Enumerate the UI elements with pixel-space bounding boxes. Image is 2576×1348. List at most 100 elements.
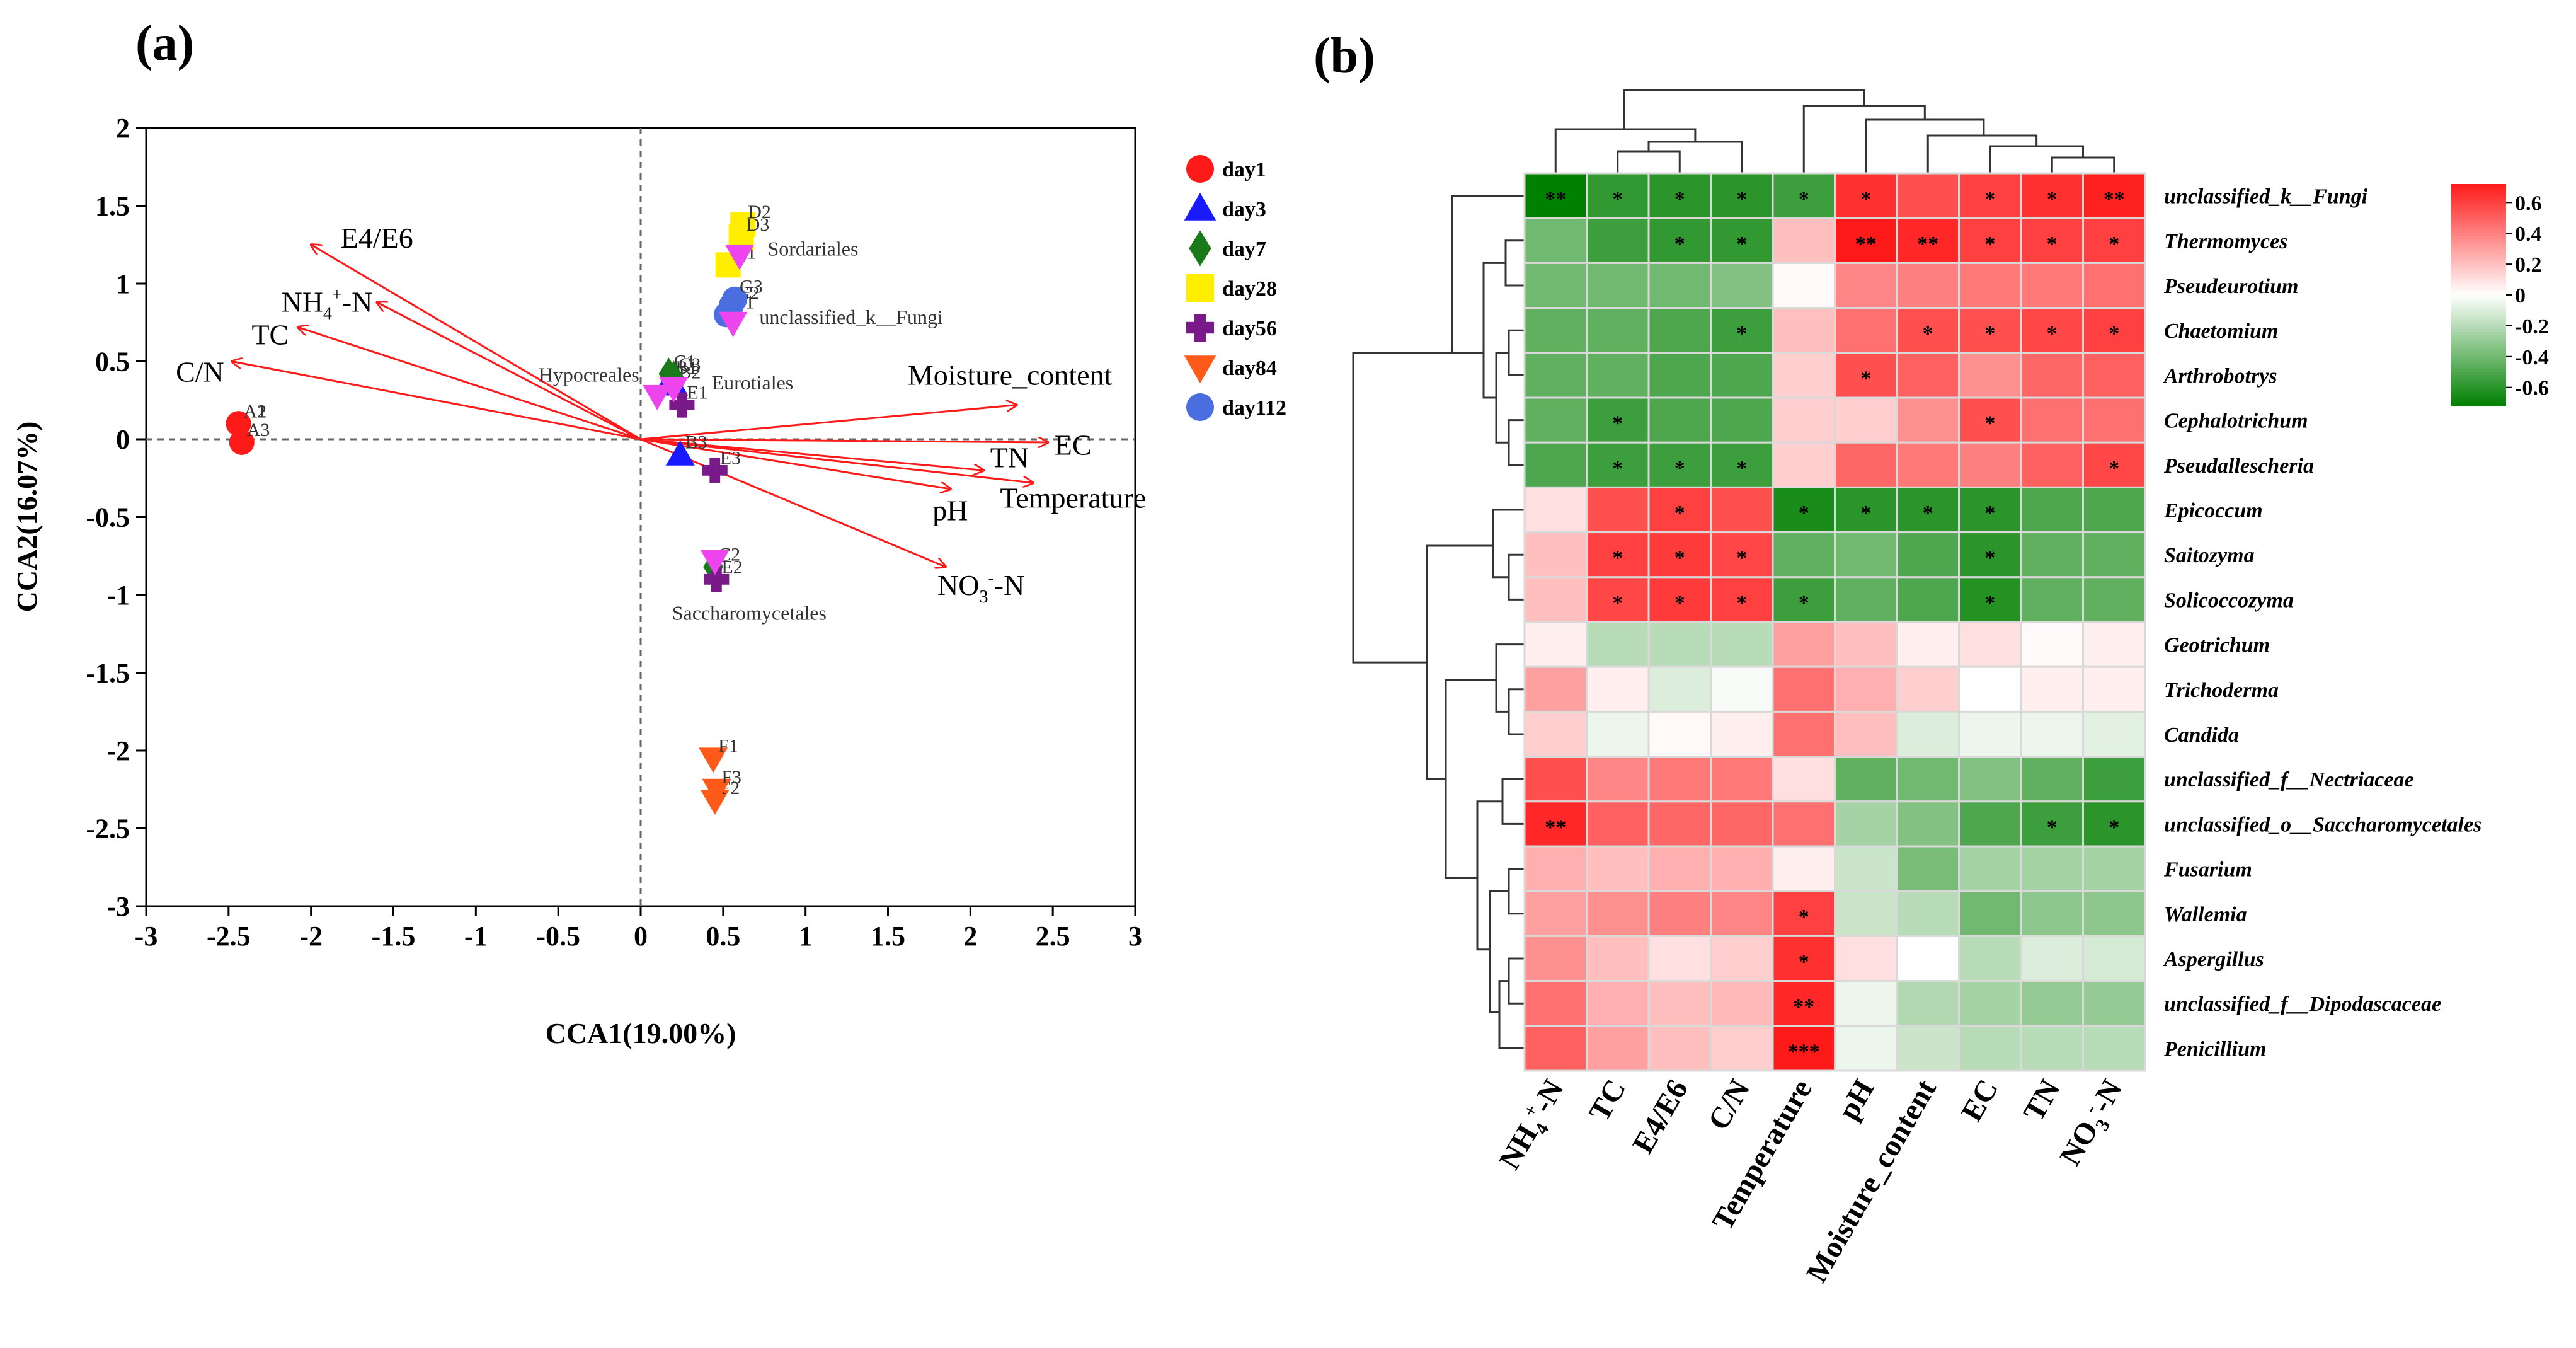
significance-star: * (1674, 591, 1685, 614)
heatmap-cell (1586, 621, 1650, 668)
heatmap-cell (1896, 1025, 1960, 1072)
colorbar-step (2451, 341, 2506, 345)
heatmap-cell (1710, 980, 1774, 1027)
heatmap-cell (2082, 665, 2146, 713)
colorbar-step (2451, 276, 2506, 280)
heatmap-cell (1896, 980, 1960, 1027)
legend-marker (1186, 274, 1214, 302)
heatmap-cell (1586, 217, 1650, 264)
point-label: E3 (720, 447, 741, 468)
heatmap-cell (1896, 262, 1960, 309)
sample-point (700, 550, 730, 575)
heatmap-cell (1523, 217, 1588, 264)
heatmap-cell (2020, 172, 2084, 219)
colorbar-step (2451, 248, 2506, 253)
heatmap-cell (1586, 935, 1650, 982)
dendro-link (1451, 195, 1525, 353)
heatmap-cell (2020, 845, 2084, 892)
sample-point (659, 377, 689, 403)
colorbar-step (2451, 279, 2506, 284)
colorbar-step (2451, 362, 2506, 367)
y-axis-label: CCA2(16.07%) (11, 422, 43, 613)
cca-biplot: (a) -3 -2.5 -2 -1.5 -1 -0.5 0 0.5 1 1.5 2 2.5 3 2 1.5… (11, 16, 1286, 1049)
arrow-label: NO3--N (937, 568, 1024, 607)
dendro-link (2051, 156, 2115, 173)
colorbar-step (2451, 258, 2506, 262)
colorbar-tick-label: -0.6 (2515, 377, 2549, 400)
heatmap-cell (1834, 710, 1898, 758)
heatmap-cell (1958, 935, 2022, 982)
colorbar-step (2451, 193, 2506, 197)
row-label: unclassified_k__Fungi (2164, 185, 2368, 209)
legend-label: day84 (1222, 357, 1277, 380)
heatmap-cell (1523, 486, 1588, 534)
heatmap-cell (1834, 935, 1898, 982)
heatmap-cell (1586, 890, 1650, 937)
x-tick-label: 1 (799, 921, 813, 952)
significance-star: *** (1788, 1040, 1820, 1063)
heatmap-cell (1586, 845, 1650, 892)
heatmap-cell (1896, 531, 1960, 579)
heatmap-cell (2020, 800, 2084, 848)
row-label: Chaetomium (2164, 320, 2278, 343)
taxon-label: Saccharomycetales (672, 602, 827, 625)
heatmap-cell (1710, 665, 1774, 713)
heatmap-cell (1958, 980, 2022, 1027)
heatmap-cell (1586, 352, 1650, 399)
heatmap-cell (1834, 262, 1898, 309)
significance-star: ** (1917, 233, 1938, 256)
sample-point (722, 286, 748, 312)
heatmap-cell (1647, 980, 1712, 1027)
heatmap-cell (2082, 576, 2146, 623)
significance-star: * (1923, 502, 1933, 525)
heatmap-cell (1647, 710, 1712, 758)
heatmap-cell (1772, 486, 1836, 534)
significance-star: * (1984, 502, 1995, 525)
heatmap-cell (1523, 710, 1588, 758)
y-tick-label: -1 (106, 580, 130, 611)
heatmap-cell (1647, 396, 1712, 444)
heatmap-cell (1586, 756, 1650, 803)
point-label: G3 (740, 277, 763, 297)
colorbar-step (2451, 338, 2506, 342)
row-labels: unclassified_k__Fungi Thermomyces Pseudeur… (2163, 185, 2482, 1061)
heatmap-cell (1834, 980, 1898, 1027)
heatmap-cell (2082, 172, 2146, 219)
heatmap-cell (2082, 396, 2146, 444)
taxon-label: Eurotiales (712, 371, 794, 394)
correlation-heatmap: (b) ** * * * * * * * *** * ** ** * * ** * * * *** ** * * ** * * *… (1314, 28, 2549, 1288)
heatmap-cell (1896, 217, 1960, 264)
heatmap-cell (2020, 576, 2084, 623)
heatmap-cell (1523, 531, 1588, 579)
heatmap-cell (1834, 890, 1898, 937)
column-label: NO3--N (2052, 1073, 2134, 1174)
point-label: A3 (247, 420, 270, 441)
dendro-link (1508, 419, 1525, 466)
heatmap-cell (1834, 441, 1898, 488)
heatmap-cell (2082, 1025, 2146, 1072)
heatmap-cell (1710, 935, 1774, 982)
env-arrow (298, 327, 641, 441)
heatmap-cell (2020, 935, 2084, 982)
colorbar-step (2451, 199, 2506, 204)
heatmap-cell (1772, 307, 1836, 354)
dendro-link (1495, 643, 1525, 713)
heatmap-cell (1958, 352, 2022, 399)
legend-label: day3 (1222, 198, 1266, 221)
heatmap-cell (1523, 980, 1588, 1027)
y-tick-label: 1 (116, 268, 130, 299)
point-label: D2 (748, 202, 771, 222)
dendro-link (1508, 957, 1525, 1005)
sample-point (669, 392, 695, 418)
colorbar-step (2451, 313, 2506, 318)
heatmap-cell (1896, 845, 1960, 892)
heatmap-cell (1896, 665, 1960, 713)
heatmap-cell (1710, 262, 1774, 309)
heatmap-cell (1710, 756, 1774, 803)
y-tick-label: -2.5 (86, 814, 130, 844)
row-label: Saitozyma (2164, 544, 2255, 567)
heatmap-cell (1896, 800, 1960, 848)
arrow-label: Moisture_content (908, 359, 1113, 391)
row-label: unclassified_f__Dipodascaceae (2164, 993, 2441, 1016)
point-label: B3 (685, 432, 707, 453)
